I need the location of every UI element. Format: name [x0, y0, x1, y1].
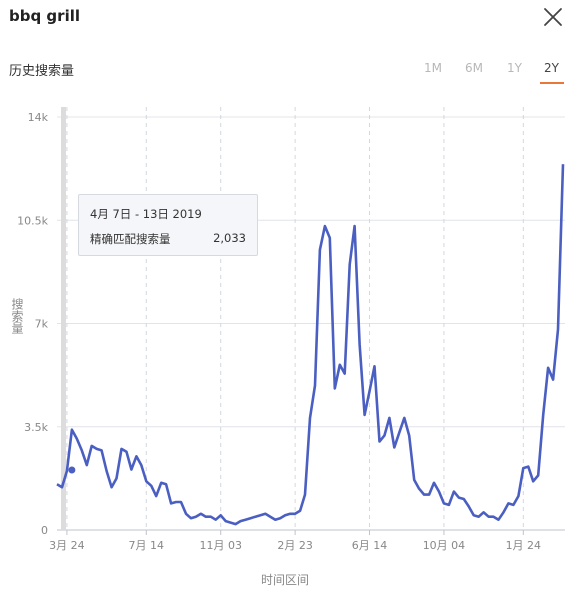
series-line [56, 164, 565, 526]
x-tick-label: 3月 24 [49, 539, 85, 552]
tooltip-metric-value: 2,033 [213, 231, 246, 245]
data-tooltip: 4月 7日 - 13日 2019 精确匹配搜索量 2,033 [78, 194, 258, 256]
x-tick-label: 11月 03 [199, 539, 242, 552]
tab-6m[interactable]: 6M [465, 61, 483, 75]
tooltip-metric-label: 精确匹配搜索量 [90, 232, 171, 246]
y-tick-label: 10.5k [17, 214, 48, 227]
tab-1y[interactable]: 1Y [507, 61, 522, 75]
y-tick-label: 14k [28, 111, 49, 124]
y-tick-label: 7k [35, 318, 49, 331]
x-tick-label: 10月 04 [423, 539, 466, 552]
active-tab-underline [540, 82, 564, 84]
tooltip-date-range: 4月 7日 - 13日 2019 [90, 207, 202, 221]
x-tick-label: 6月 14 [352, 539, 388, 552]
y-axis-label: 搜索量 [10, 297, 24, 334]
close-icon[interactable] [540, 4, 566, 30]
hover-column [61, 107, 66, 530]
range-tabs: 1M 6M 1Y 2Y [410, 61, 580, 85]
keyword-title: bbq grill [9, 7, 80, 25]
highlighted-point [68, 466, 76, 474]
x-tick-label: 2月 23 [277, 539, 313, 552]
x-tick-label: 1月 24 [506, 539, 542, 552]
y-tick-label: 0 [41, 524, 48, 537]
tab-1m[interactable]: 1M [424, 61, 442, 75]
tab-2y[interactable]: 2Y [544, 61, 559, 75]
x-tick-label: 7月 14 [129, 539, 165, 552]
x-axis-label: 时间区间 [261, 573, 309, 587]
y-tick-label: 3.5k [24, 421, 48, 434]
section-label: 历史搜索量 [9, 64, 75, 79]
